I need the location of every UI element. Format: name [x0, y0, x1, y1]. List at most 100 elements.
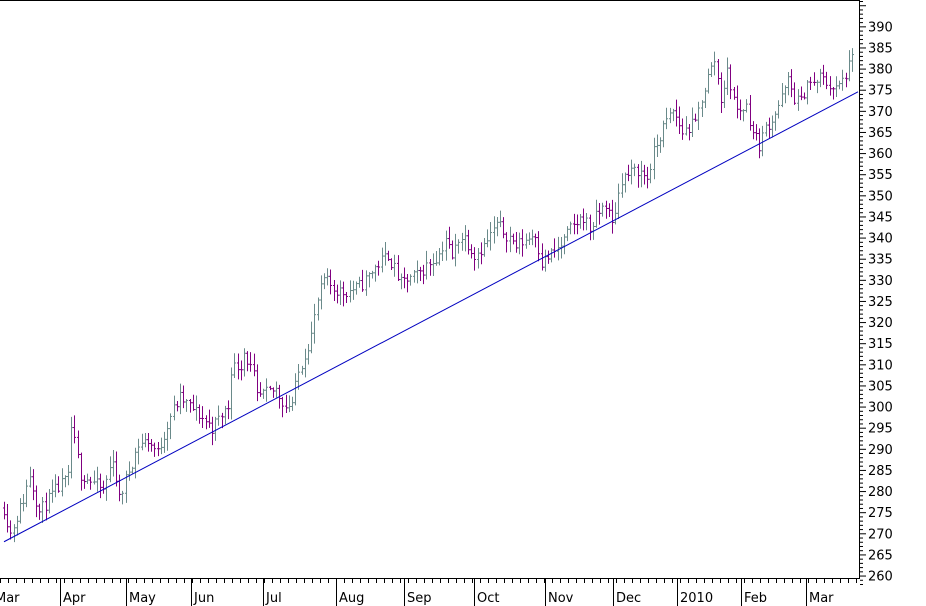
ohlc-bar — [381, 247, 384, 273]
ohlc-bar — [400, 273, 403, 290]
ohlc-bar — [208, 409, 211, 428]
ohlc-bar — [585, 213, 588, 231]
ohlc-bar — [361, 269, 364, 292]
y-axis: 260 265 270 275 280 285 290 295 300 305 310 315 320 3… — [860, 1, 893, 585]
ohlc-bar — [144, 432, 147, 448]
ohlc-bar — [723, 80, 726, 108]
ohlc-bar — [262, 388, 265, 399]
ohlc-bar — [608, 203, 611, 218]
ohlc-bar — [64, 475, 67, 488]
y-tick-label: 360 — [868, 147, 893, 162]
ohlc-bar — [688, 124, 691, 141]
x-axis: Mar Apr May Jun Jul Aug Sep Oct Nov Dec 2010 Feb Mar — [0, 579, 857, 606]
ohlc-bar — [185, 399, 188, 412]
ohlc-bar — [147, 432, 150, 452]
ohlc-bar — [611, 199, 614, 234]
ohlc-bar — [473, 247, 476, 271]
ohlc-bar — [61, 468, 64, 497]
ohlc-bar — [153, 442, 156, 457]
ohlc-bar — [349, 280, 352, 303]
ohlc-bar — [387, 250, 390, 262]
ohlc-bar — [669, 107, 672, 124]
y-tick-label: 325 — [868, 295, 893, 310]
ohlc-bar — [832, 87, 835, 100]
ohlc-bar — [691, 107, 694, 138]
ohlc-bar — [93, 470, 96, 485]
ohlc-bar — [637, 164, 640, 188]
ohlc-bar — [643, 164, 646, 185]
y-tick-label: 310 — [868, 358, 893, 373]
ohlc-bar — [736, 85, 739, 119]
ohlc-bar — [765, 121, 768, 137]
ohlc-bar — [6, 503, 9, 533]
ohlc-bar — [800, 86, 803, 101]
ohlc-bar — [406, 273, 409, 293]
ohlc-bar — [435, 250, 438, 266]
ohlc-bar — [339, 280, 342, 306]
ohlc-bar — [189, 399, 192, 413]
ohlc-bar — [221, 412, 224, 429]
y-tick-label: 385 — [868, 41, 893, 56]
ohlc-bar — [393, 254, 396, 277]
ohlc-bar — [448, 226, 451, 249]
ohlc-bar — [198, 404, 201, 424]
ohlc-bar — [227, 400, 230, 420]
ohlc-bar — [461, 232, 464, 251]
ohlc-bar — [605, 200, 608, 219]
ohlc-bars — [3, 48, 854, 543]
y-tick-label: 265 — [868, 548, 893, 563]
ohlc-bar — [125, 470, 128, 503]
ohlc-bar — [803, 92, 806, 100]
y-tick-label: 295 — [868, 422, 893, 437]
ohlc-bar — [157, 441, 160, 457]
ohlc-bar — [598, 202, 601, 225]
ohlc-bar — [825, 71, 828, 90]
ohlc-bar — [774, 111, 777, 131]
ohlc-bar — [761, 125, 764, 157]
ohlc-bar — [742, 109, 745, 122]
ohlc-bar — [272, 387, 275, 398]
ohlc-bar — [201, 406, 204, 429]
ohlc-bar — [653, 137, 656, 180]
ohlc-bar — [297, 364, 300, 390]
ohlc-bar — [67, 464, 70, 486]
ohlc-bar — [704, 87, 707, 109]
y-tick-label: 320 — [868, 316, 893, 331]
ohlc-bar — [662, 120, 665, 148]
ohlc-bar — [137, 438, 140, 465]
ohlc-bar — [134, 447, 137, 479]
ohlc-bar — [317, 297, 320, 321]
ohlc-bar — [163, 431, 166, 453]
y-tick-label: 335 — [868, 253, 893, 268]
ohlc-bar — [121, 490, 124, 505]
ohlc-bar — [790, 69, 793, 98]
ohlc-bar — [22, 493, 25, 512]
y-tick-label: 370 — [868, 105, 893, 120]
ohlc-bar — [505, 232, 508, 253]
x-tick-label: 2010 — [680, 591, 713, 606]
ohlc-bar — [13, 524, 16, 543]
x-tick-label: Aug — [339, 591, 364, 606]
x-tick-label: Oct — [477, 591, 499, 606]
x-tick-label: Dec — [616, 591, 641, 606]
ohlc-bar — [675, 99, 678, 127]
ohlc-bar — [601, 202, 604, 217]
ohlc-bar — [579, 213, 582, 229]
ohlc-bar — [630, 159, 633, 185]
ohlc-bar — [627, 164, 630, 182]
y-tick-label: 270 — [868, 527, 893, 542]
ohlc-bar — [813, 72, 816, 86]
ohlc-bar — [816, 79, 819, 94]
ohlc-bar — [656, 134, 659, 157]
ohlc-bar — [499, 210, 502, 228]
ohlc-bar — [249, 352, 252, 372]
ohlc-bar — [713, 51, 716, 76]
x-tick-label: Apr — [63, 591, 86, 606]
y-tick-label: 305 — [868, 379, 893, 394]
ohlc-bar — [32, 469, 35, 501]
ohlc-bar — [694, 113, 697, 122]
ohlc-bar — [333, 279, 336, 302]
ohlc-bar — [224, 405, 227, 425]
ohlc-bar — [416, 260, 419, 284]
